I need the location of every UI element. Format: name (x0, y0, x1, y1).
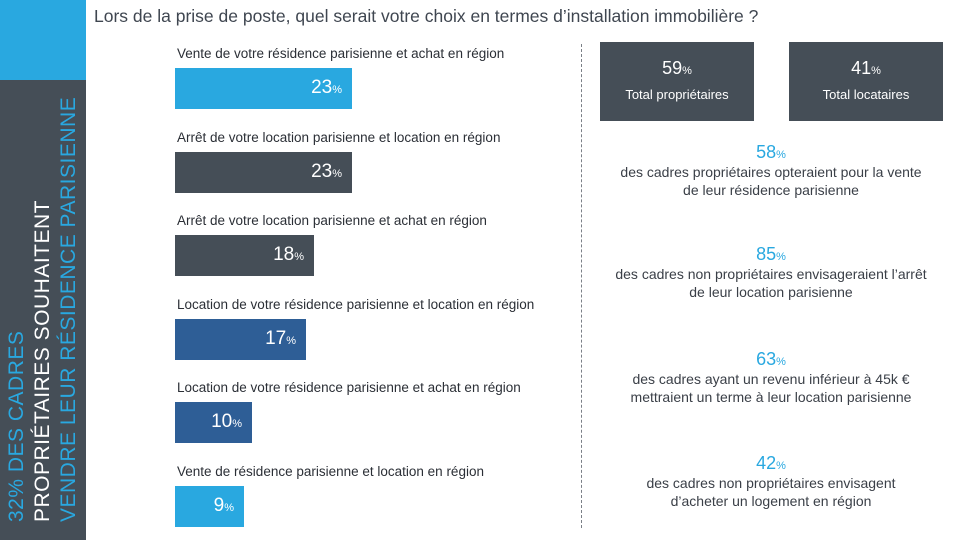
bar-value-label: 18% (273, 244, 304, 265)
bar-category-label: Location de votre résidence parisienne e… (177, 297, 535, 312)
stat-value: 63% (756, 349, 786, 369)
stat-text-line: des cadres ayant un revenu inférieur à 4… (632, 371, 910, 387)
bar-category-label: Location de votre résidence parisienne e… (177, 380, 521, 395)
bar-value-label: 23% (311, 161, 342, 182)
stat-text-line: d’acheter un logement en région (670, 493, 872, 509)
stat-owners-sell: 58% des cadres propriétaires opteraient … (585, 142, 957, 199)
bar-category-label: Arrêt de votre location parisienne et lo… (177, 130, 501, 145)
stat-value: 85% (756, 244, 786, 264)
bar: 17% (175, 319, 306, 360)
side-banner-text: 32% DES CADRES PROPRIÉTAIRES SOUHAITENT … (4, 97, 82, 522)
stat-low-income: 63% des cadres ayant un revenu inférieur… (585, 349, 957, 406)
bar: 10% (175, 402, 252, 443)
kpi-value: 41% (851, 58, 881, 78)
bar-value-label: 23% (311, 77, 342, 98)
bar-value-label: 17% (265, 328, 296, 349)
divider (581, 44, 582, 528)
bar-category-label: Vente de votre résidence parisienne et a… (177, 46, 505, 61)
kpi-total-owners: 59% Total propriétaires (600, 42, 754, 121)
stat-text-line: des cadres propriétaires opteraient pour… (620, 164, 922, 180)
bar: 18% (175, 235, 314, 276)
stat-text-line: des cadres non propriétaires envisagent (646, 475, 896, 491)
side-banner-line-2: PROPRIÉTAIRES SOUHAITENT (31, 200, 54, 522)
stat-tenants-buy-region: 42% des cadres non propriétaires envisag… (585, 453, 957, 510)
page-title: Lors de la prise de poste, quel serait v… (94, 6, 759, 26)
kpi-label: Total locataires (822, 87, 910, 102)
kpi-total-tenants: 41% Total locataires (789, 42, 943, 121)
bar-value-label: 9% (213, 495, 234, 516)
kpi-label: Total propriétaires (625, 87, 729, 102)
side-banner-accent (0, 0, 86, 80)
bar: 9% (175, 486, 244, 527)
bar: 23% (175, 68, 352, 109)
stat-text-line: de leur résidence parisienne (683, 182, 859, 198)
side-banner-line-1: 32% DES CADRES (5, 330, 28, 522)
stat-text-line: mettraient un terme à leur location pari… (630, 389, 912, 405)
bar-category-label: Arrêt de votre location parisienne et ac… (177, 213, 487, 228)
stat-tenants-stop-rental: 85% des cadres non propriétaires envisag… (585, 244, 957, 301)
stat-text-line: de leur location parisienne (689, 284, 853, 300)
stat-value: 42% (756, 453, 786, 473)
bar-category-label: Vente de résidence parisienne et locatio… (177, 464, 484, 479)
bar: 23% (175, 152, 352, 193)
side-banner-panel (0, 80, 86, 540)
side-banner: 32% DES CADRES PROPRIÉTAIRES SOUHAITENT … (0, 0, 86, 540)
kpi-value: 59% (662, 58, 692, 78)
stat-text-line: des cadres non propriétaires envisagerai… (615, 266, 927, 282)
bar-value-label: 10% (211, 411, 242, 432)
stat-value: 58% (756, 142, 786, 162)
side-banner-line-3: VENDRE LEUR RÉSIDENCE PARISIENNE (57, 96, 80, 522)
